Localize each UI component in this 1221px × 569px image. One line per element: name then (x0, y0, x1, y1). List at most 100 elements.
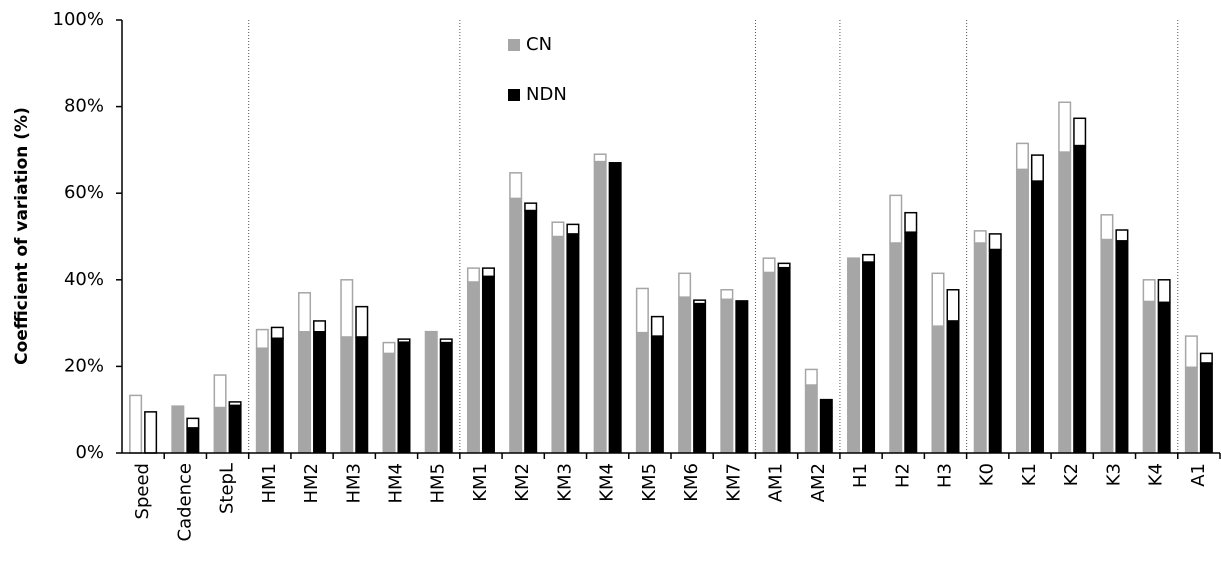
bar-extension (466, 267, 480, 283)
bar (1058, 152, 1072, 453)
bar-extension (1157, 279, 1171, 304)
bar (608, 162, 622, 454)
bar (1100, 239, 1114, 453)
x-tick-label: KM3 (554, 463, 575, 502)
x-tick-label: K1 (1019, 463, 1040, 486)
bar (524, 210, 538, 453)
x-tick-label: AM1 (766, 463, 787, 502)
bar-extension (804, 368, 818, 386)
bar (397, 342, 411, 453)
x-tick-label: HM5 (428, 463, 449, 504)
bar-extension (509, 172, 523, 200)
bar-extension (1015, 142, 1029, 171)
x-tick-label: Cadence (174, 463, 195, 541)
legend-label: CN (526, 34, 552, 55)
x-tick-label: HM1 (259, 463, 280, 504)
bar-extension (693, 299, 707, 305)
bar (720, 299, 734, 453)
bar (678, 297, 692, 453)
bar-extension (129, 394, 143, 454)
bar-extension (313, 320, 327, 333)
bar-extension (1030, 154, 1044, 182)
bar-extension (213, 374, 227, 409)
x-tick-label: HM2 (301, 463, 322, 504)
bar-extension (904, 211, 918, 233)
x-tick-label: KM5 (639, 463, 660, 502)
bar (1115, 240, 1129, 453)
y-axis-label: Coefficient of variation (%) (12, 107, 32, 365)
bar (566, 233, 580, 453)
bar-extension (862, 253, 876, 263)
bar (382, 353, 396, 453)
x-tick-label: KM6 (681, 463, 702, 502)
bar (889, 242, 903, 453)
bar-extension (144, 411, 158, 454)
bar-extension (1058, 101, 1072, 153)
bar-extension (1100, 214, 1114, 241)
x-tick-label: Speed (132, 463, 153, 519)
bar (313, 331, 327, 453)
bar (946, 320, 960, 453)
bar (466, 281, 480, 453)
x-tick-label: K4 (1146, 463, 1167, 486)
bar-extension (678, 272, 692, 298)
x-tick-label: H3 (935, 463, 956, 488)
bar-extension (889, 194, 903, 244)
x-tick-label: KM7 (723, 463, 744, 502)
bar (819, 398, 833, 453)
bar (988, 249, 1002, 453)
bar-extension (931, 272, 945, 327)
bar (355, 336, 369, 453)
bar (973, 242, 987, 453)
bar-extension (1073, 117, 1087, 147)
legend-swatch (508, 39, 520, 51)
bar (593, 161, 607, 453)
bar (171, 405, 185, 453)
bar-extension (777, 262, 791, 269)
bar-extension (635, 287, 649, 334)
bar-extension (270, 326, 284, 340)
bar (1157, 302, 1171, 453)
bar-extension (355, 305, 369, 338)
bar (1073, 145, 1087, 453)
bar (931, 326, 945, 453)
bar-extension (397, 338, 411, 343)
bar (862, 262, 876, 453)
y-tick-label: 100% (53, 9, 104, 30)
y-tick-label: 80% (64, 96, 104, 117)
bar-extension (988, 233, 1002, 251)
bar-extension (228, 401, 242, 407)
bar-extension (255, 328, 269, 349)
bar-extension (762, 257, 776, 274)
bar (762, 272, 776, 453)
bar (298, 331, 312, 453)
bar (847, 259, 861, 453)
bar (551, 236, 565, 453)
bar (186, 427, 200, 453)
x-tick-label: KM2 (512, 463, 533, 502)
x-tick-label: H2 (892, 463, 913, 488)
bar (213, 407, 227, 453)
bar (804, 385, 818, 453)
x-tick-label: K2 (1061, 463, 1082, 486)
x-tick-label: AM2 (808, 463, 829, 502)
bar (1184, 367, 1198, 453)
bar-extension (382, 341, 396, 355)
bar (228, 405, 242, 453)
y-tick-label: 60% (64, 182, 104, 203)
bar-extension (593, 153, 607, 163)
y-tick-label: 40% (64, 269, 104, 290)
legend-swatch (508, 89, 520, 101)
x-tick-label: H1 (850, 463, 871, 488)
bar (635, 332, 649, 453)
bar-extension (650, 315, 664, 337)
x-tick-label: KM1 (470, 463, 491, 502)
x-tick-label: K0 (977, 463, 998, 486)
bar-extension (946, 289, 960, 322)
bar-extension (340, 279, 354, 338)
bar-extension (524, 202, 538, 212)
bar (777, 267, 791, 453)
bar-extension (298, 292, 312, 333)
y-tick-label: 0% (75, 442, 104, 463)
